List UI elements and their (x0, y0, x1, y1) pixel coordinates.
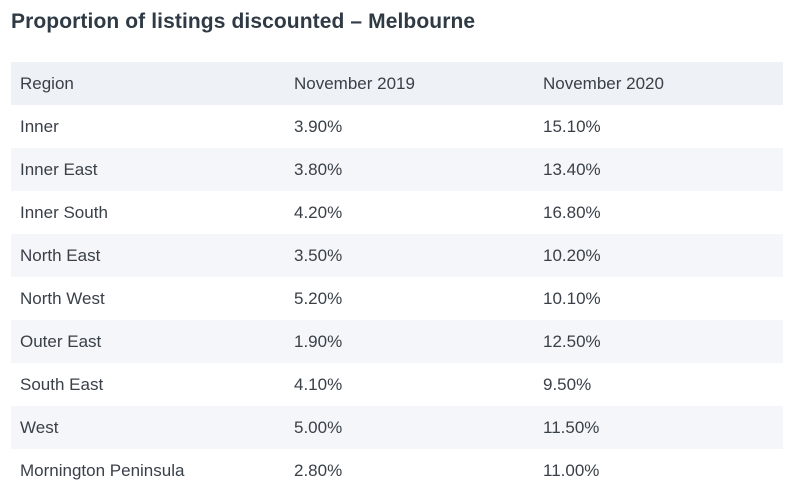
nov-2019-cell: 3.90% (294, 116, 343, 136)
column-header-region: Region (20, 73, 74, 93)
table-row: Inner East 3.80% 13.40% (11, 148, 783, 191)
nov-2019-cell: 4.10% (294, 374, 343, 394)
nov-2020-cell: 15.10% (543, 116, 601, 136)
table-row: Mornington Peninsula 2.80% 11.00% (11, 449, 783, 492)
table-row: Inner South 4.20% 16.80% (11, 191, 783, 234)
region-cell: Inner East (20, 159, 98, 179)
region-cell: Inner South (20, 202, 108, 222)
nov-2020-cell: 13.40% (543, 159, 601, 179)
nov-2020-cell: 11.00% (543, 460, 600, 480)
nov-2020-cell: 16.80% (543, 202, 601, 222)
nov-2020-cell: 10.10% (543, 288, 601, 308)
discount-table: Region November 2019 November 2020 Inner… (11, 62, 783, 492)
nov-2019-cell: 3.50% (294, 245, 343, 265)
region-cell: Outer East (20, 331, 102, 351)
nov-2019-cell: 2.80% (294, 460, 343, 480)
table-row: Inner 3.90% 15.10% (11, 105, 783, 148)
nov-2019-cell: 5.00% (294, 417, 343, 437)
region-cell: North West (20, 288, 105, 308)
region-cell: South East (20, 374, 104, 394)
column-header-nov-2020: November 2020 (543, 73, 664, 93)
nov-2019-cell: 1.90% (294, 331, 343, 351)
region-cell: Mornington Peninsula (20, 460, 185, 480)
page-title: Proportion of listings discounted – Melb… (11, 10, 476, 33)
table-row: Outer East 1.90% 12.50% (11, 320, 783, 363)
column-header-nov-2019: November 2019 (294, 73, 415, 93)
region-cell: Inner (20, 116, 59, 136)
nov-2020-cell: 12.50% (543, 331, 601, 351)
table-row: North East 3.50% 10.20% (11, 234, 783, 277)
region-cell: West (20, 417, 59, 437)
table-row: South East 4.10% 9.50% (11, 363, 783, 406)
nov-2020-cell: 11.50% (543, 417, 600, 437)
nov-2020-cell: 10.20% (543, 245, 601, 265)
nov-2019-cell: 3.80% (294, 159, 343, 179)
table-row: North West 5.20% 10.10% (11, 277, 783, 320)
table-header-row: Region November 2019 November 2020 (11, 62, 783, 105)
table-row: West 5.00% 11.50% (11, 406, 783, 449)
nov-2020-cell: 9.50% (543, 374, 592, 394)
nov-2019-cell: 5.20% (294, 288, 343, 308)
region-cell: North East (20, 245, 101, 265)
nov-2019-cell: 4.20% (294, 202, 343, 222)
